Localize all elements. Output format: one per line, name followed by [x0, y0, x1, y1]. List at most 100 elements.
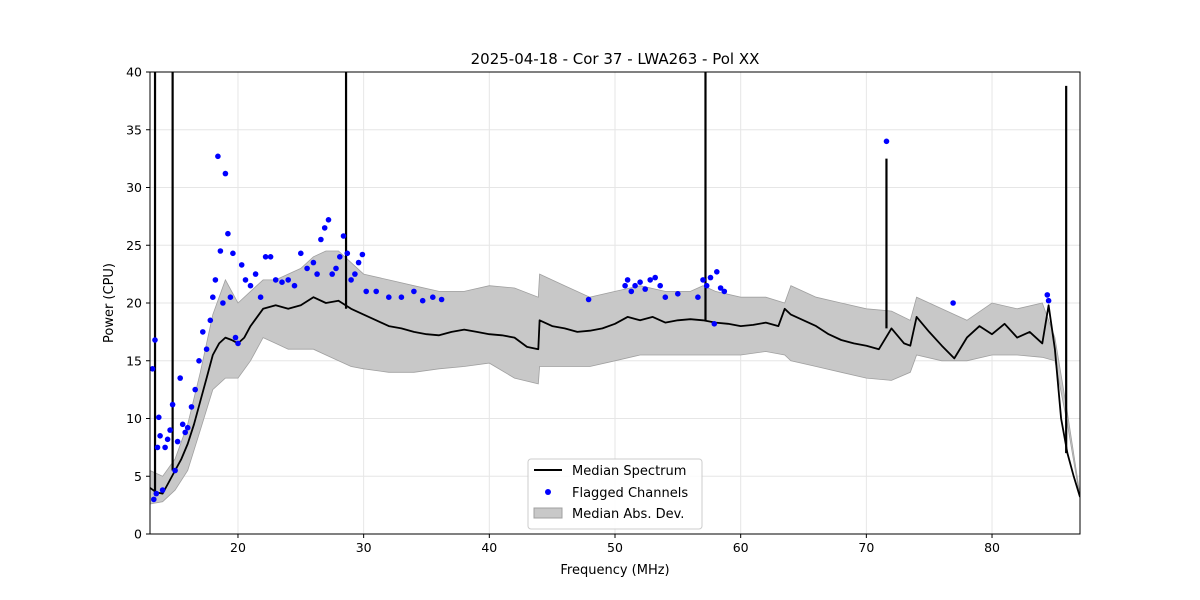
chart-title: 2025-04-18 - Cor 37 - LWA263 - Pol XX — [471, 50, 760, 68]
flagged-channel-point — [172, 467, 178, 474]
flagged-channel-point — [398, 294, 405, 301]
flagged-channel-point — [174, 438, 181, 445]
flagged-channel-point — [257, 294, 264, 301]
flagged-channel-point — [707, 274, 714, 281]
flagged-channel-point — [212, 277, 219, 283]
flagged-channel-point — [179, 421, 186, 428]
flagged-channel-point — [344, 250, 351, 257]
flagged-channel-point — [210, 294, 216, 301]
x-tick-label: 40 — [481, 540, 497, 555]
flagged-channel-point — [200, 329, 206, 335]
flagged-channel-point — [373, 288, 380, 295]
flagged-channel-point — [310, 259, 317, 266]
flagged-channel-point — [318, 236, 324, 243]
flagged-channel-point — [711, 321, 718, 327]
flagged-channel-point — [192, 386, 198, 393]
flagged-channel-point — [157, 433, 163, 439]
flagged-channel-point — [714, 269, 720, 275]
flagged-channel-point — [177, 375, 183, 381]
flagged-channel-point — [352, 271, 358, 277]
flagged-channel-point — [363, 288, 370, 295]
y-tick-label: 0 — [134, 527, 142, 542]
x-tick-label: 30 — [356, 540, 372, 555]
flagged-channel-point — [883, 138, 890, 145]
plot-layer — [150, 72, 1080, 505]
flagged-channel-point — [238, 262, 245, 268]
flagged-channel-point — [321, 225, 328, 231]
flagged-channel-point — [230, 250, 236, 257]
flagged-channel-point — [279, 279, 285, 286]
flagged-channel-point — [325, 217, 332, 223]
flagged-channel-point — [285, 277, 292, 283]
x-tick-label: 20 — [230, 540, 246, 555]
x-tick-label: 60 — [733, 540, 749, 555]
flagged-channel-point — [717, 285, 724, 291]
y-tick-label: 35 — [126, 122, 142, 137]
flagged-channel-point — [386, 294, 392, 301]
flagged-channel-point — [419, 297, 426, 304]
flagged-channel-point — [207, 317, 214, 324]
x-axis-label: Frequency (MHz) — [560, 563, 669, 578]
mad-band — [150, 250, 1080, 505]
legend: Median Spectrum Flagged Channels Median … — [527, 458, 703, 530]
flagged-channel-point — [215, 153, 221, 160]
flagged-channel-point — [291, 282, 298, 289]
flagged-channel-point — [1044, 292, 1051, 298]
flagged-channel-point — [169, 401, 176, 408]
y-tick-label: 5 — [134, 469, 142, 484]
flagged-channel-point — [298, 250, 304, 257]
flagged-channel-point — [184, 424, 191, 431]
x-tick-label: 50 — [607, 540, 623, 555]
flagged-channel-point — [262, 253, 269, 260]
y-tick-label: 30 — [126, 180, 142, 195]
flagged-channel-point — [196, 358, 202, 364]
flagged-channel-point — [156, 414, 162, 421]
flagged-channel-point — [340, 233, 347, 239]
flagged-channel-point — [700, 277, 706, 283]
x-tick-label: 80 — [984, 540, 1000, 555]
flagged-channel-point — [151, 496, 157, 503]
flagged-channel-point — [232, 334, 239, 341]
flagged-channel-point — [159, 487, 166, 493]
legend-median-label: Median Spectrum — [572, 464, 686, 479]
flagged-channel-point — [152, 337, 158, 343]
flagged-channel-point — [247, 282, 254, 289]
flagged-channel-point — [252, 271, 259, 277]
flagged-channel-point — [153, 490, 160, 497]
flagged-channel-point — [647, 277, 653, 283]
flagged-channel-point — [203, 346, 210, 353]
flagged-channel-point — [438, 296, 445, 303]
flagged-channel-point — [624, 277, 631, 283]
flagged-channel-point — [329, 271, 336, 277]
legend-flagged-swatch — [545, 489, 551, 495]
flagged-channel-point — [242, 277, 249, 283]
flagged-channel-point — [430, 294, 436, 301]
flagged-channel-point — [164, 436, 171, 443]
flagged-channel-point — [585, 296, 592, 303]
flagged-channel-point — [272, 277, 279, 283]
y-tick-label: 20 — [126, 296, 142, 311]
flagged-channel-point — [267, 253, 274, 260]
flagged-channel-point — [662, 294, 669, 301]
flagged-channel-point — [632, 282, 638, 289]
flagged-channel-point — [227, 294, 234, 301]
flagged-channel-point — [222, 170, 229, 177]
legend-mad-label: Median Abs. Dev. — [572, 507, 684, 522]
legend-box — [527, 458, 703, 530]
y-axis-label: Power (CPU) — [102, 263, 117, 343]
flagged-channel-point — [1045, 297, 1052, 304]
flagged-channel-point — [721, 288, 728, 295]
flagged-channel-point — [675, 291, 681, 297]
legend-mad-swatch — [533, 507, 563, 519]
axis-ticks: 20 30 40 50 60 70 80 0 5 10 15 20 25 30 35 40 — [126, 65, 1000, 556]
flagged-channel-point — [950, 300, 956, 306]
flagged-channel-point — [359, 251, 366, 258]
flagged-channel-point — [622, 282, 628, 289]
flagged-channel-point — [703, 282, 710, 289]
flagged-channel-point — [150, 366, 156, 372]
median-spectrum-line — [150, 296, 1080, 498]
y-tick-label: 10 — [126, 411, 142, 426]
flagged-channel-point — [314, 271, 320, 277]
flagged-channel-point — [154, 444, 161, 451]
